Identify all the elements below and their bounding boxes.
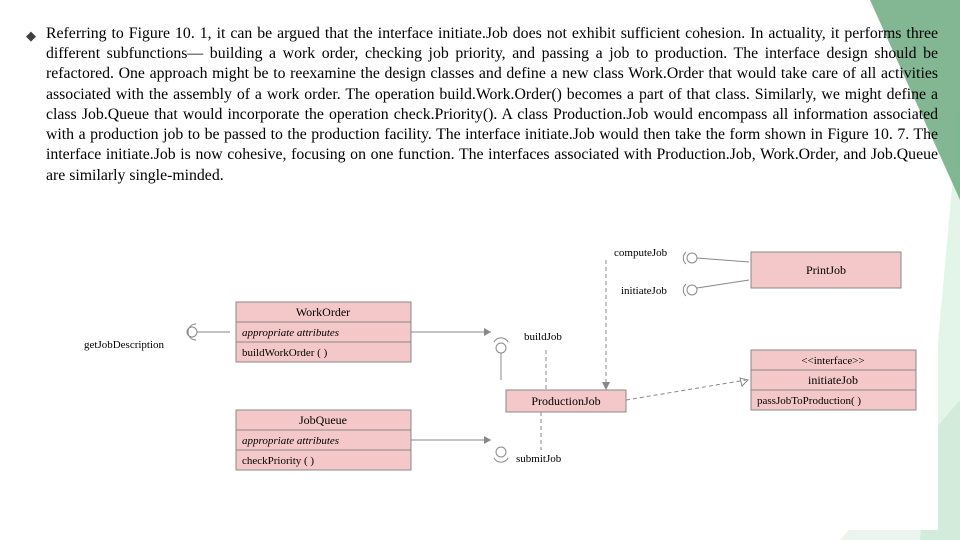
edge-buildjob	[494, 338, 546, 390]
svg-text:passJobToProduction( ): passJobToProduction( )	[757, 395, 861, 407]
edge-workorder-build	[411, 328, 491, 336]
svg-text:checkPriority ( ): checkPriority ( )	[242, 455, 314, 467]
edge-jobqueue-submit	[411, 436, 491, 444]
svg-text:<<interface>>: <<interface>>	[801, 355, 864, 367]
edge-compute-init-to-productionjob	[602, 260, 610, 390]
svg-text:ProductionJob: ProductionJob	[531, 394, 600, 408]
label-submitjob: submitJob	[516, 453, 562, 465]
label-computejob: computeJob	[614, 247, 668, 259]
edge-getjobdescription	[187, 324, 230, 340]
edge-productionjob-to-interface	[626, 378, 748, 400]
svg-text:appropriate attributes: appropriate attributes	[242, 327, 339, 339]
svg-text:buildWorkOrder ( ): buildWorkOrder ( )	[242, 347, 328, 359]
svg-text:WorkOrder: WorkOrder	[296, 305, 350, 319]
label-getjobdescription: getJobDescription	[84, 339, 165, 351]
class-jobqueue: JobQueue appropriate attributes checkPri…	[236, 410, 411, 470]
label-buildjob: buildJob	[524, 331, 562, 343]
class-printjob: PrintJob	[751, 252, 901, 288]
label-initiatejob: initiateJob	[621, 285, 667, 297]
svg-text:PrintJob: PrintJob	[806, 263, 846, 277]
class-productionjob: ProductionJob	[506, 390, 626, 412]
class-workorder: WorkOrder appropriate attributes buildWo…	[236, 302, 411, 362]
edge-initiatejob-to-printjob	[683, 280, 749, 296]
svg-text:appropriate attributes: appropriate attributes	[242, 435, 339, 447]
body-paragraph: Referring to Figure 10. 1, it can be arg…	[46, 24, 938, 186]
interface-initiatejob: <<interface>> initiateJob passJobToProdu…	[751, 350, 916, 410]
svg-text:JobQueue: JobQueue	[299, 413, 347, 427]
uml-diagram: WorkOrder appropriate attributes buildWo…	[46, 240, 938, 530]
bullet-icon: ◆	[26, 28, 36, 44]
svg-text:initiateJob: initiateJob	[808, 373, 858, 387]
edge-computejob-to-printjob	[683, 252, 749, 264]
